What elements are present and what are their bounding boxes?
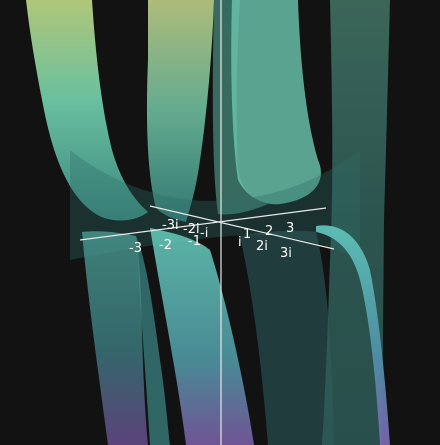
- real-axis: [79, 207, 327, 241]
- tick-label-real: -2: [159, 238, 172, 253]
- surface-branch-upper-left: [26, 0, 148, 221]
- tick-label-imaginary: -i: [200, 226, 208, 241]
- surface-branch-lower-right-body: [240, 230, 334, 445]
- surface-branch-center-upper: [212, 0, 268, 215]
- surface-branch-upper-middle: [146, 0, 214, 222]
- tick-label-real: -1: [188, 234, 201, 249]
- tick-label-imaginary: -2i: [183, 222, 200, 237]
- tick-label-real: 2: [265, 224, 273, 239]
- tick-label-real: -3: [129, 241, 142, 256]
- surface-branch-lower-wedge: [136, 236, 170, 445]
- surface-branch-lower-left: [82, 231, 148, 445]
- tick-label-imaginary: -3i: [162, 218, 179, 233]
- surface-branch-upper-right: [231, 0, 321, 205]
- imaginary-axis: [149, 205, 335, 250]
- tick-label-real: 3: [286, 221, 294, 236]
- tick-label-real: 1: [243, 227, 251, 242]
- surface-branch-lower-right: [316, 225, 390, 445]
- surface-branch-lower-middle: [150, 228, 254, 445]
- tick-label-imaginary: i: [238, 235, 242, 250]
- tick-label-imaginary: 3i: [280, 246, 292, 261]
- tick-label-imaginary: 2i: [256, 239, 268, 254]
